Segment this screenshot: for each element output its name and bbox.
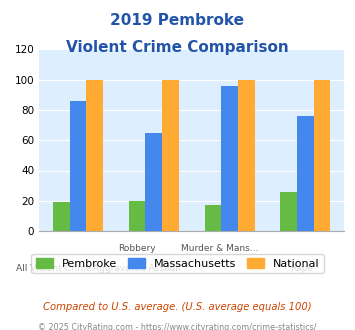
- Bar: [238, 80, 255, 231]
- Bar: [86, 80, 103, 231]
- Text: Violent Crime Comparison: Violent Crime Comparison: [66, 40, 289, 54]
- Bar: [221, 86, 238, 231]
- Bar: [53, 202, 70, 231]
- Text: All Violent Crime: All Violent Crime: [16, 264, 92, 273]
- Bar: [314, 80, 331, 231]
- Bar: [129, 201, 146, 231]
- Text: 2019 Pembroke: 2019 Pembroke: [110, 13, 245, 28]
- Text: Murder & Mans...: Murder & Mans...: [181, 244, 258, 253]
- Bar: [280, 192, 297, 231]
- Bar: [70, 101, 86, 231]
- Bar: [162, 80, 179, 231]
- Bar: [297, 116, 314, 231]
- Text: Aggravated Assault: Aggravated Assault: [93, 264, 181, 273]
- Bar: [204, 205, 221, 231]
- Bar: [146, 133, 162, 231]
- Legend: Pembroke, Massachusetts, National: Pembroke, Massachusetts, National: [32, 254, 323, 273]
- Text: Rape: Rape: [290, 264, 313, 273]
- Text: © 2025 CityRating.com - https://www.cityrating.com/crime-statistics/: © 2025 CityRating.com - https://www.city…: [38, 323, 317, 330]
- Text: Robbery: Robbery: [118, 244, 155, 253]
- Text: Compared to U.S. average. (U.S. average equals 100): Compared to U.S. average. (U.S. average …: [43, 302, 312, 312]
